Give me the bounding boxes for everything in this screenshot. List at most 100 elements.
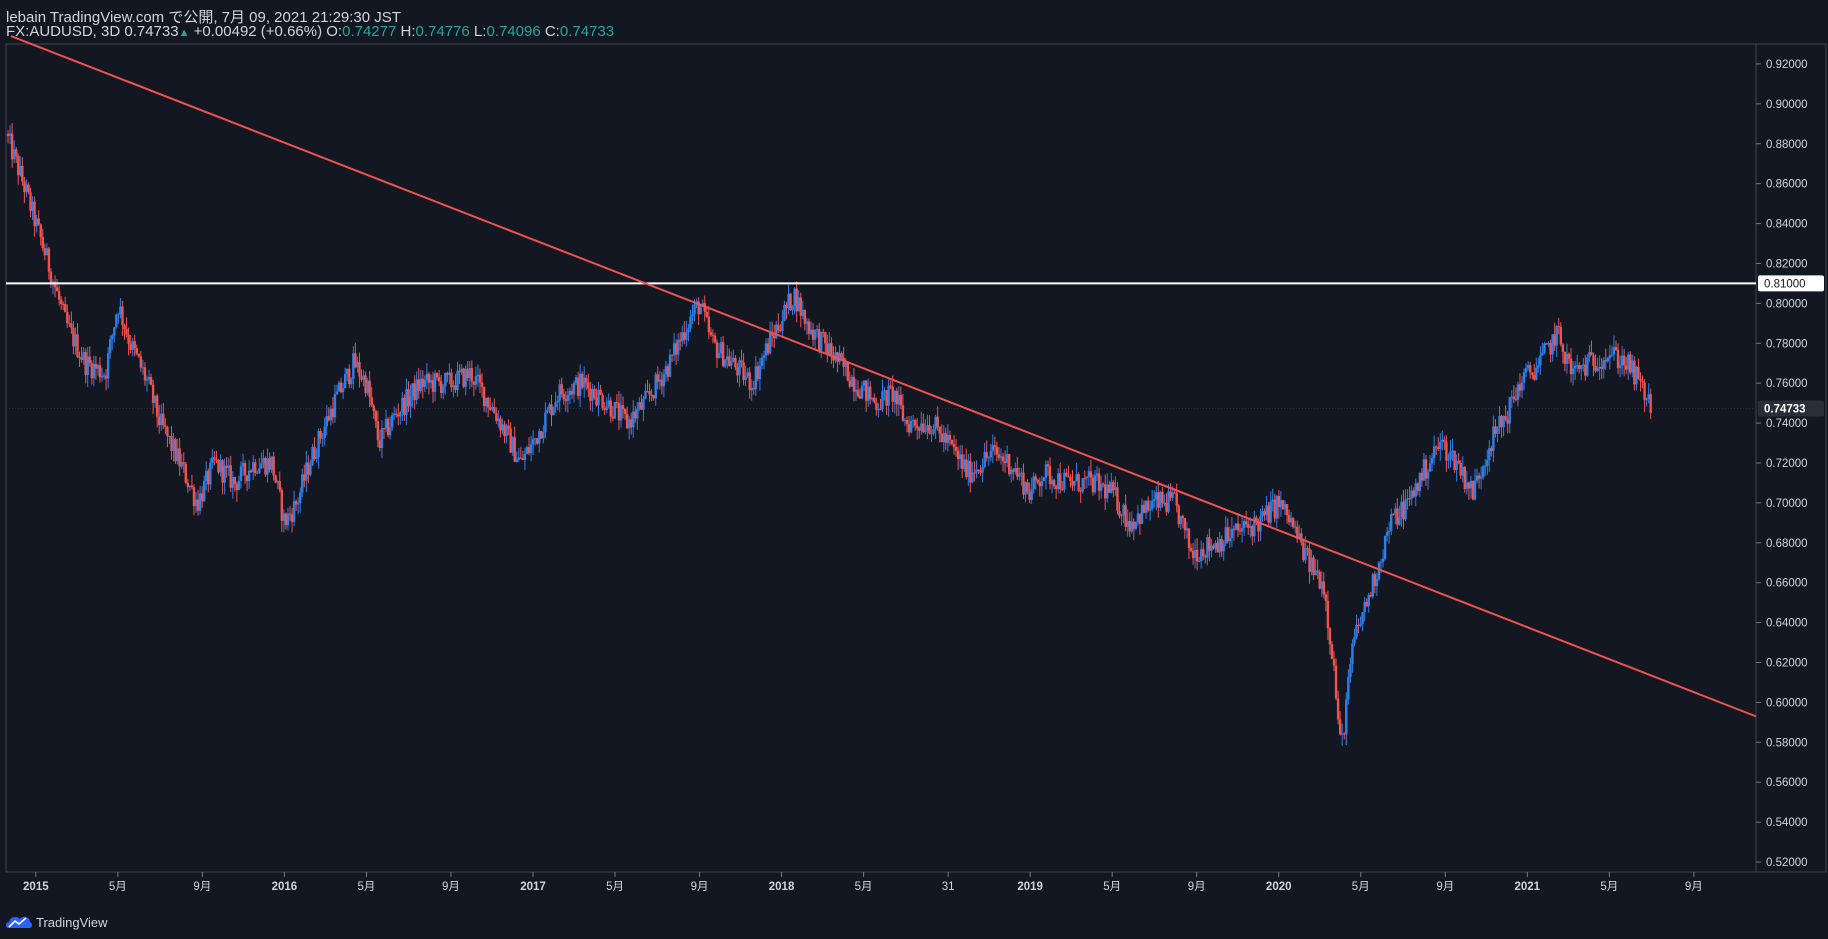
candle-body[interactable] (552, 407, 555, 416)
candle-body[interactable] (1492, 426, 1495, 451)
candle-body[interactable] (100, 375, 104, 378)
candle-body[interactable] (529, 444, 533, 454)
candle-body[interactable] (1010, 469, 1013, 475)
candle-body[interactable] (1508, 397, 1511, 424)
candle-body[interactable] (1138, 513, 1142, 524)
candle-body[interactable] (1512, 396, 1516, 400)
candle-body[interactable] (752, 388, 755, 390)
candle-body[interactable] (1582, 364, 1585, 366)
candle-body[interactable] (1547, 343, 1550, 345)
candle-body[interactable] (388, 427, 392, 436)
candle-body[interactable] (834, 352, 837, 361)
candle-body[interactable] (143, 367, 147, 381)
candle-body[interactable] (354, 353, 357, 368)
candle-body[interactable] (290, 514, 294, 522)
candle-body[interactable] (323, 426, 326, 438)
candle-body[interactable] (1077, 474, 1080, 491)
candle-body[interactable] (744, 376, 747, 381)
candle-body[interactable] (948, 434, 952, 440)
candle-body[interactable] (39, 224, 42, 238)
candle-body[interactable] (1310, 557, 1313, 572)
candle-body[interactable] (1473, 480, 1477, 500)
candle-body[interactable] (1061, 489, 1064, 491)
candle-body[interactable] (911, 419, 915, 421)
candle-body[interactable] (53, 281, 57, 288)
candle-body[interactable] (1400, 501, 1403, 518)
candle-body[interactable] (589, 388, 592, 401)
candle-body[interactable] (775, 324, 778, 339)
candle-body[interactable] (1020, 472, 1023, 474)
candle-body[interactable] (1075, 474, 1078, 481)
candle-body[interactable] (1296, 526, 1299, 539)
candle-body[interactable] (1402, 501, 1405, 520)
candle-body[interactable] (288, 513, 292, 515)
candle-body[interactable] (1285, 504, 1289, 516)
candle-body[interactable] (1099, 483, 1103, 491)
candle-body[interactable] (1463, 467, 1466, 489)
candle-body[interactable] (1112, 482, 1115, 491)
candle-body[interactable] (960, 454, 964, 469)
candle-body[interactable] (170, 435, 173, 451)
candle-body[interactable] (664, 366, 668, 374)
candle-body[interactable] (726, 356, 729, 360)
candle-body[interactable] (1218, 538, 1221, 553)
candle-body[interactable] (1124, 504, 1127, 527)
candle-body[interactable] (43, 248, 47, 256)
candle-body[interactable] (1173, 492, 1176, 494)
candle-body[interactable] (916, 425, 919, 429)
candle-body[interactable] (1267, 505, 1270, 523)
tradingview-footer[interactable]: TradingView (6, 912, 108, 932)
candle-body[interactable] (844, 362, 847, 367)
candle-body[interactable] (738, 360, 741, 376)
candle-body[interactable] (1005, 454, 1009, 464)
candle-body[interactable] (1332, 658, 1336, 666)
candle-body[interactable] (1341, 733, 1344, 735)
candle-body[interactable] (368, 380, 371, 398)
candle-body[interactable] (913, 419, 917, 426)
candle-body[interactable] (1561, 344, 1565, 353)
candle-body[interactable] (1439, 441, 1442, 450)
candle-body[interactable] (299, 492, 302, 504)
candle-body[interactable] (1627, 354, 1630, 370)
candle-body[interactable] (875, 402, 878, 410)
candle-body[interactable] (1163, 502, 1166, 504)
candle-body[interactable] (458, 370, 461, 373)
candle-body[interactable] (926, 425, 929, 431)
candle-body[interactable] (17, 156, 20, 176)
candle-body[interactable] (1044, 464, 1048, 478)
candle-body[interactable] (1175, 493, 1178, 506)
candle-body[interactable] (864, 380, 868, 401)
candle-body[interactable] (462, 368, 465, 387)
candle-body[interactable] (219, 460, 222, 473)
candle-body[interactable] (862, 380, 866, 386)
candle-body[interactable] (1361, 612, 1364, 624)
candle-body[interactable] (378, 440, 382, 449)
candle-body[interactable] (791, 306, 794, 311)
candle-body[interactable] (1081, 478, 1084, 492)
candle-body[interactable] (1200, 549, 1203, 562)
candle-body[interactable] (597, 389, 600, 406)
candle-body[interactable] (909, 420, 913, 433)
candle-body[interactable] (1365, 601, 1368, 607)
candle-body[interactable] (824, 332, 827, 344)
candle-body[interactable] (922, 423, 925, 433)
candle-body[interactable] (168, 435, 171, 437)
candle-body[interactable] (68, 323, 71, 325)
candle-body[interactable] (1103, 484, 1107, 499)
candle-body[interactable] (985, 452, 988, 458)
candle-body[interactable] (111, 335, 114, 340)
candle-body[interactable] (1565, 353, 1569, 365)
candle-body[interactable] (47, 248, 51, 272)
candle-body[interactable] (768, 332, 772, 354)
candle-body[interactable] (564, 399, 568, 401)
candle-body[interactable] (938, 426, 941, 434)
candle-body[interactable] (881, 391, 884, 410)
candle-body[interactable] (1126, 520, 1129, 527)
candle-body[interactable] (254, 462, 257, 474)
symbol-label[interactable]: FX:AUDUSD, 3D (6, 23, 121, 40)
candle-body[interactable] (133, 341, 136, 348)
candle-body[interactable] (603, 408, 606, 410)
candle-body[interactable] (670, 354, 674, 356)
candle-body[interactable] (854, 389, 858, 392)
candle-body[interactable] (676, 339, 680, 355)
